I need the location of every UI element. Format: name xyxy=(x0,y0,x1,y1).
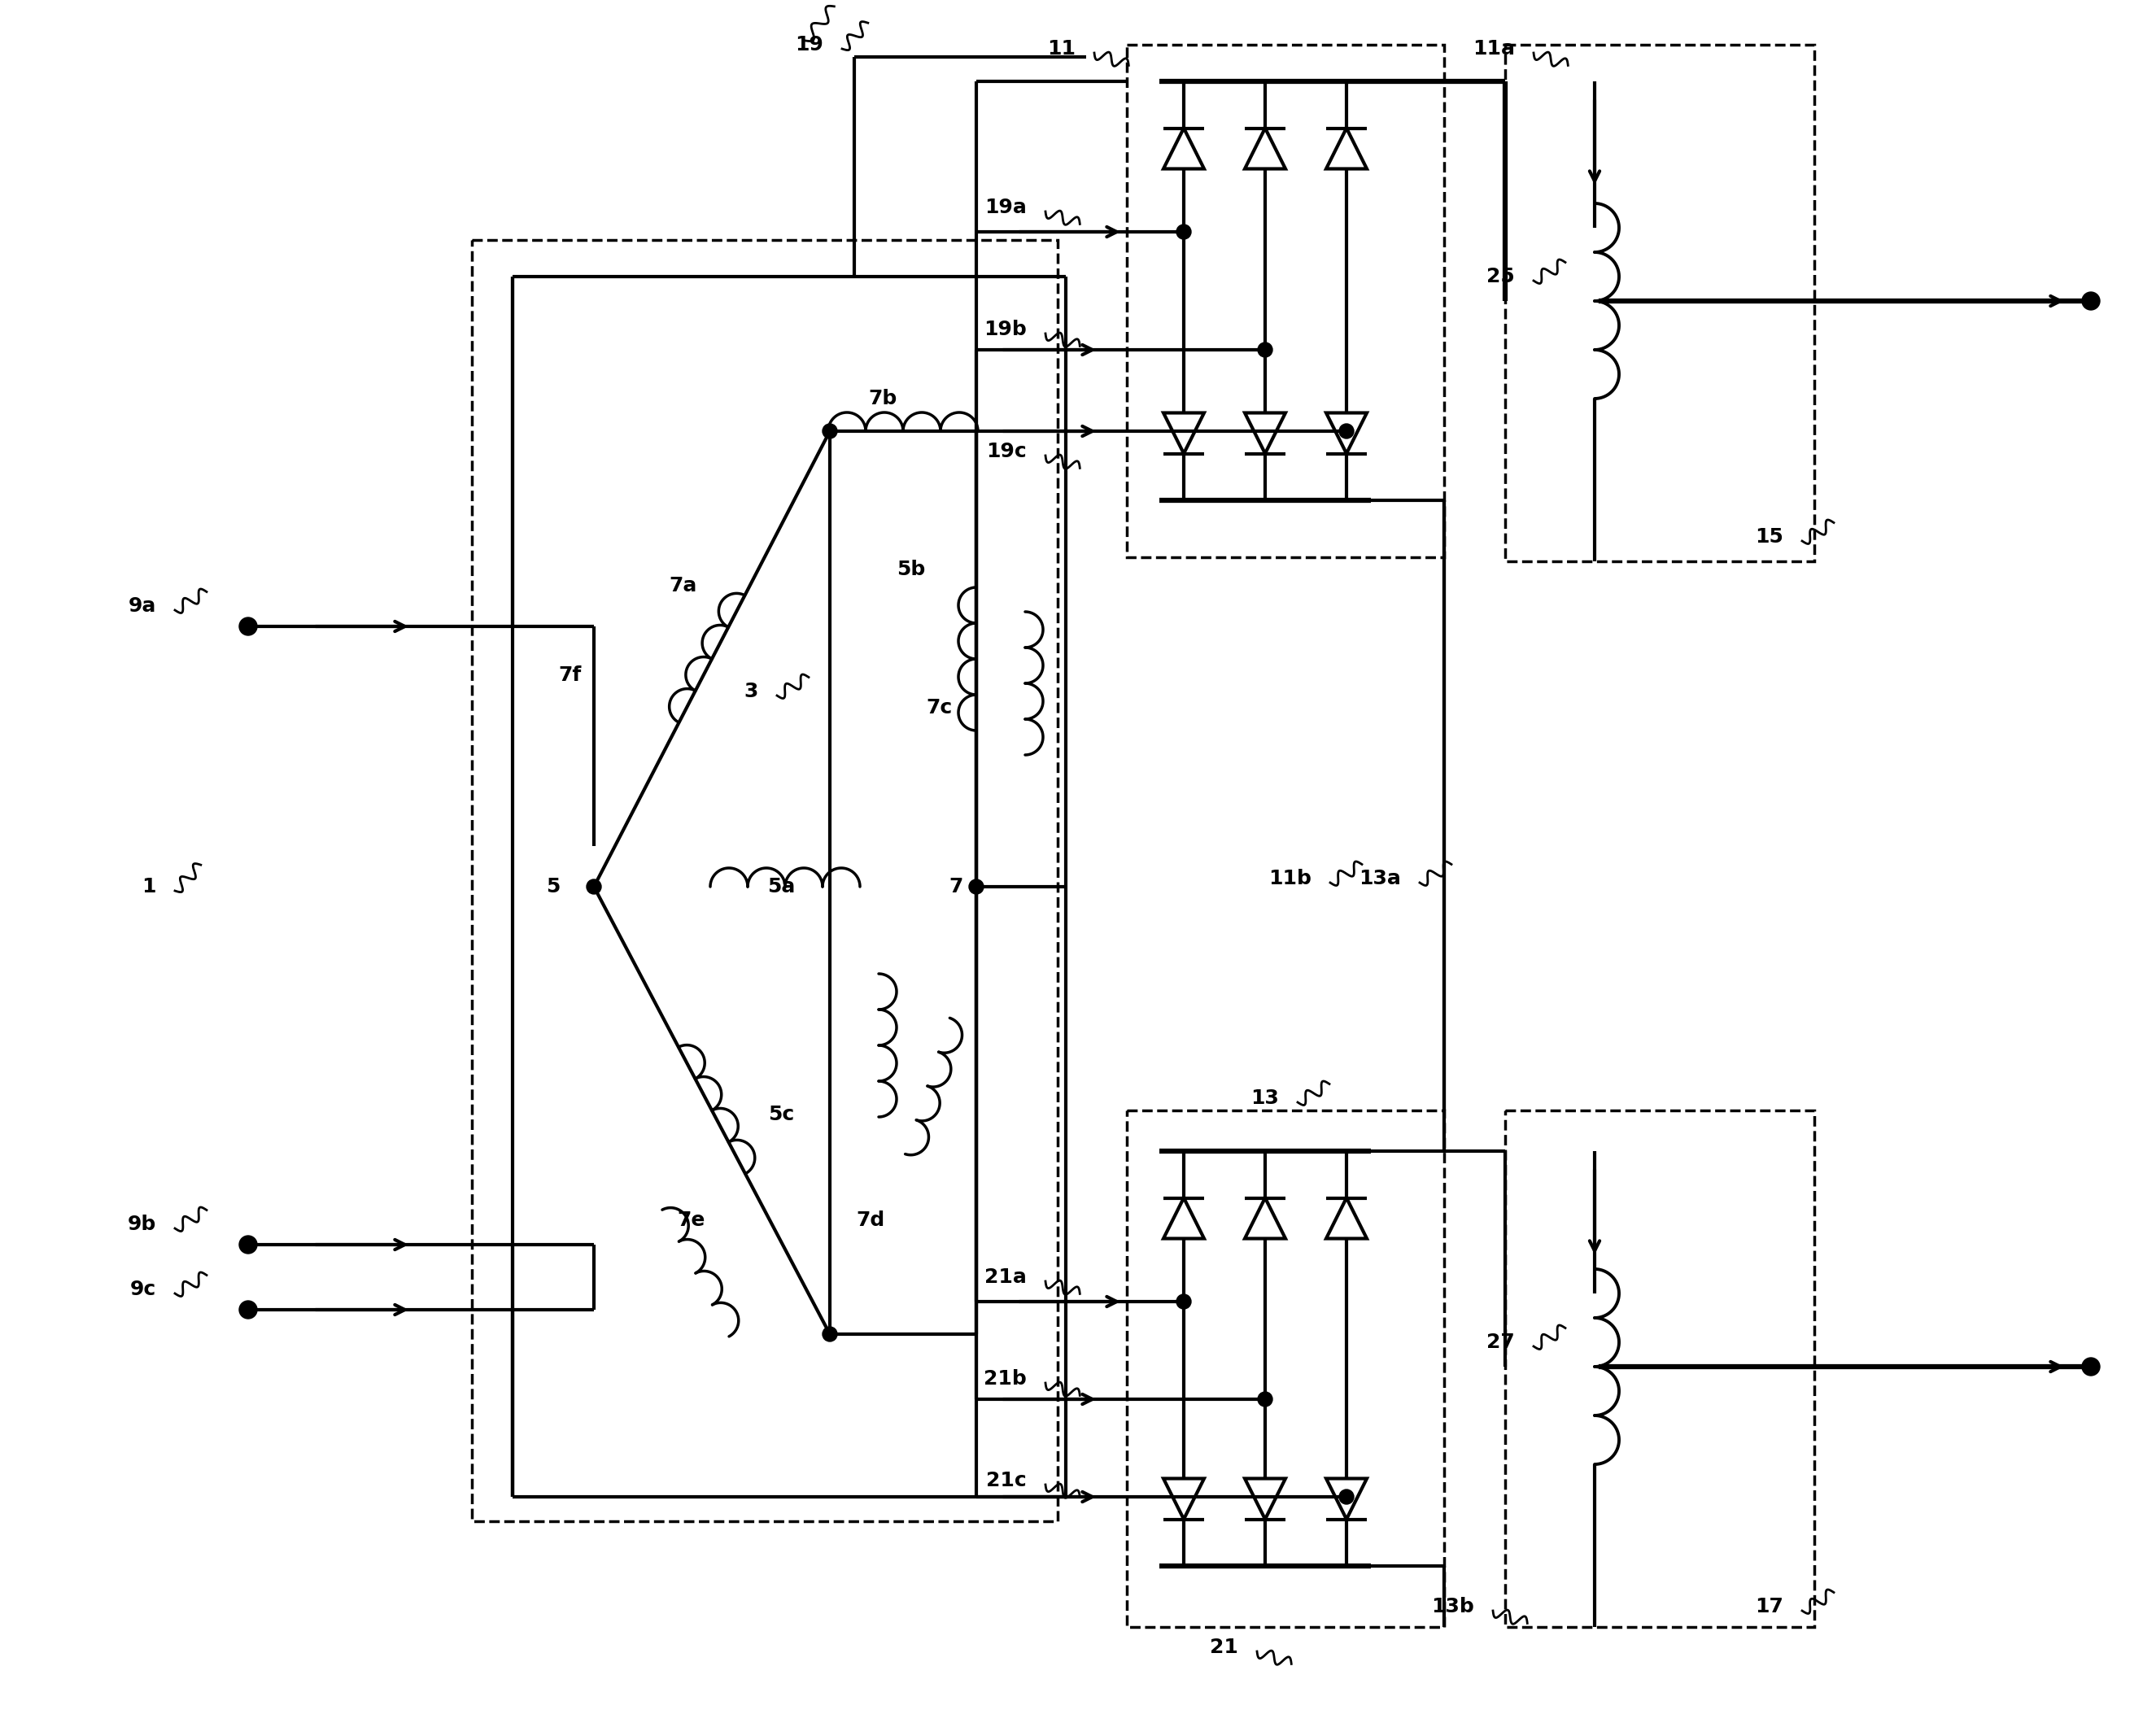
Text: 7c: 7c xyxy=(927,698,953,717)
Text: 5c: 5c xyxy=(768,1104,793,1125)
Text: 13: 13 xyxy=(1250,1088,1279,1108)
Circle shape xyxy=(824,1326,837,1342)
Circle shape xyxy=(2083,1358,2100,1375)
Circle shape xyxy=(2083,292,2100,311)
Text: 3: 3 xyxy=(744,682,759,701)
Circle shape xyxy=(239,618,257,635)
Text: 19a: 19a xyxy=(985,198,1026,217)
Text: 11a: 11a xyxy=(1473,38,1516,59)
Text: 21b: 21b xyxy=(983,1370,1026,1389)
Text: 7a: 7a xyxy=(668,576,696,595)
Circle shape xyxy=(1339,1489,1354,1503)
Circle shape xyxy=(1339,424,1354,439)
Circle shape xyxy=(239,1236,257,1253)
Circle shape xyxy=(1257,1392,1272,1406)
Text: 9b: 9b xyxy=(127,1215,155,1234)
Text: 5a: 5a xyxy=(768,877,796,896)
Circle shape xyxy=(1257,342,1272,358)
Text: 7f: 7f xyxy=(558,665,580,686)
Text: 13a: 13a xyxy=(1358,868,1401,889)
Text: 27: 27 xyxy=(1488,1333,1516,1352)
Text: 21: 21 xyxy=(1210,1637,1238,1658)
Text: 7d: 7d xyxy=(856,1210,884,1231)
Text: 11b: 11b xyxy=(1268,868,1311,889)
Text: 13b: 13b xyxy=(1432,1597,1475,1616)
Text: 25: 25 xyxy=(1488,267,1516,286)
Text: 15: 15 xyxy=(1755,528,1783,547)
Circle shape xyxy=(824,424,837,439)
Bar xyxy=(1128,45,1445,557)
Text: 7b: 7b xyxy=(869,389,897,408)
Circle shape xyxy=(239,1300,257,1319)
Bar xyxy=(472,240,1059,1521)
Circle shape xyxy=(1177,1295,1190,1309)
Text: 5b: 5b xyxy=(897,559,925,580)
Text: 11: 11 xyxy=(1048,38,1076,59)
Text: 19c: 19c xyxy=(985,441,1026,462)
Circle shape xyxy=(968,880,983,894)
Text: 17: 17 xyxy=(1755,1597,1783,1616)
Text: 9a: 9a xyxy=(127,595,155,616)
Circle shape xyxy=(1177,224,1190,240)
Text: 7e: 7e xyxy=(677,1210,705,1231)
Text: 1: 1 xyxy=(142,877,155,896)
Bar xyxy=(1505,45,1815,561)
Bar xyxy=(1505,1111,1815,1627)
Text: 7: 7 xyxy=(949,877,964,896)
Text: 9c: 9c xyxy=(129,1279,155,1299)
Text: 19: 19 xyxy=(796,35,824,54)
Text: 21c: 21c xyxy=(985,1470,1026,1489)
Text: 5: 5 xyxy=(545,877,561,896)
Text: 21a: 21a xyxy=(985,1267,1026,1286)
Circle shape xyxy=(586,880,602,894)
Text: 19b: 19b xyxy=(983,319,1026,339)
Bar xyxy=(1128,1111,1445,1627)
